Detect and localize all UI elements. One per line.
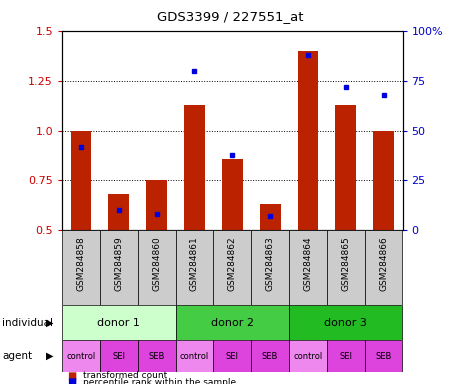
Text: GDS3399 / 227551_at: GDS3399 / 227551_at — [157, 10, 302, 23]
FancyBboxPatch shape — [251, 230, 288, 305]
Text: SEI: SEI — [112, 352, 125, 361]
FancyBboxPatch shape — [137, 340, 175, 372]
FancyBboxPatch shape — [288, 340, 326, 372]
Text: SEB: SEB — [148, 352, 164, 361]
Text: ■: ■ — [67, 377, 76, 384]
Text: GSM284865: GSM284865 — [341, 237, 349, 291]
Text: ▶: ▶ — [46, 351, 53, 361]
Text: individual: individual — [2, 318, 53, 328]
FancyBboxPatch shape — [364, 230, 402, 305]
FancyBboxPatch shape — [251, 340, 288, 372]
FancyBboxPatch shape — [100, 340, 137, 372]
Bar — [146, 180, 167, 230]
Text: control: control — [179, 352, 209, 361]
Text: ▶: ▶ — [46, 318, 53, 328]
FancyBboxPatch shape — [137, 230, 175, 305]
Text: GSM284861: GSM284861 — [190, 237, 199, 291]
Text: GSM284860: GSM284860 — [152, 237, 161, 291]
Bar — [71, 131, 91, 230]
Text: SEB: SEB — [261, 352, 278, 361]
Text: GSM284866: GSM284866 — [378, 237, 387, 291]
Text: SEB: SEB — [375, 352, 391, 361]
Text: control: control — [293, 352, 322, 361]
Bar — [372, 131, 393, 230]
FancyBboxPatch shape — [364, 340, 402, 372]
FancyBboxPatch shape — [326, 230, 364, 305]
Bar — [221, 159, 242, 230]
Text: GSM284858: GSM284858 — [76, 237, 85, 291]
Text: percentile rank within the sample: percentile rank within the sample — [83, 377, 235, 384]
FancyBboxPatch shape — [213, 230, 251, 305]
Text: GSM284862: GSM284862 — [227, 237, 236, 291]
FancyBboxPatch shape — [175, 305, 288, 340]
FancyBboxPatch shape — [326, 340, 364, 372]
FancyBboxPatch shape — [175, 230, 213, 305]
Text: GSM284864: GSM284864 — [303, 237, 312, 291]
FancyBboxPatch shape — [288, 230, 326, 305]
FancyBboxPatch shape — [62, 230, 100, 305]
FancyBboxPatch shape — [62, 340, 100, 372]
Text: SEI: SEI — [339, 352, 352, 361]
Text: donor 3: donor 3 — [324, 318, 366, 328]
Text: GSM284859: GSM284859 — [114, 237, 123, 291]
Text: GSM284863: GSM284863 — [265, 237, 274, 291]
Bar — [108, 194, 129, 230]
FancyBboxPatch shape — [175, 340, 213, 372]
Bar — [184, 104, 204, 230]
FancyBboxPatch shape — [62, 305, 175, 340]
Text: ■: ■ — [67, 371, 76, 381]
Text: agent: agent — [2, 351, 32, 361]
Text: donor 2: donor 2 — [210, 318, 253, 328]
Text: transformed count: transformed count — [83, 371, 167, 380]
FancyBboxPatch shape — [288, 305, 402, 340]
Text: donor 1: donor 1 — [97, 318, 140, 328]
FancyBboxPatch shape — [213, 340, 251, 372]
Bar — [297, 51, 318, 230]
Text: SEI: SEI — [225, 352, 238, 361]
Text: control: control — [66, 352, 95, 361]
Bar — [335, 104, 355, 230]
FancyBboxPatch shape — [100, 230, 137, 305]
Bar — [259, 204, 280, 230]
